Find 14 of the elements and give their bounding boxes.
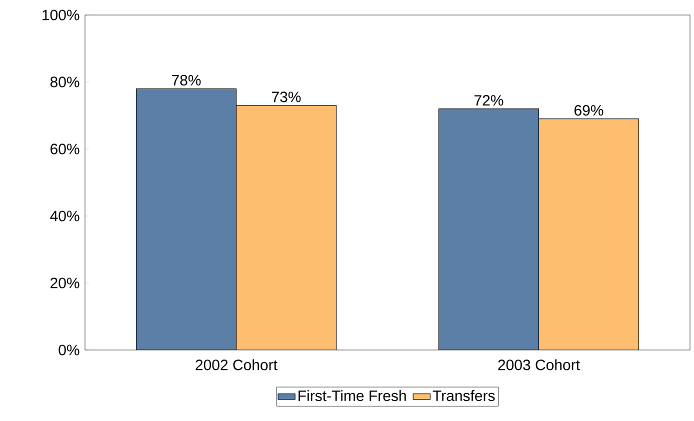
data-label: 69% [574, 105, 604, 116]
legend-label: First-Time Fresh [298, 390, 406, 402]
y-tick-label: 40% [50, 210, 80, 222]
x-tick-label: 2002 Cohort [196, 359, 278, 370]
y-tick-label: 60% [50, 144, 80, 154]
y-tick-label: 20% [50, 278, 80, 288]
legend-label: Transfers [432, 390, 495, 402]
y-tick-label: 0% [58, 344, 80, 356]
x-tick-label: 2003 Cohort [498, 359, 580, 370]
data-label: 78% [172, 74, 201, 86]
data-label: 72% [474, 95, 504, 106]
data-label: 73% [272, 92, 301, 102]
y-tick-label: 80% [50, 76, 80, 88]
y-tick-label: 100% [42, 10, 80, 20]
